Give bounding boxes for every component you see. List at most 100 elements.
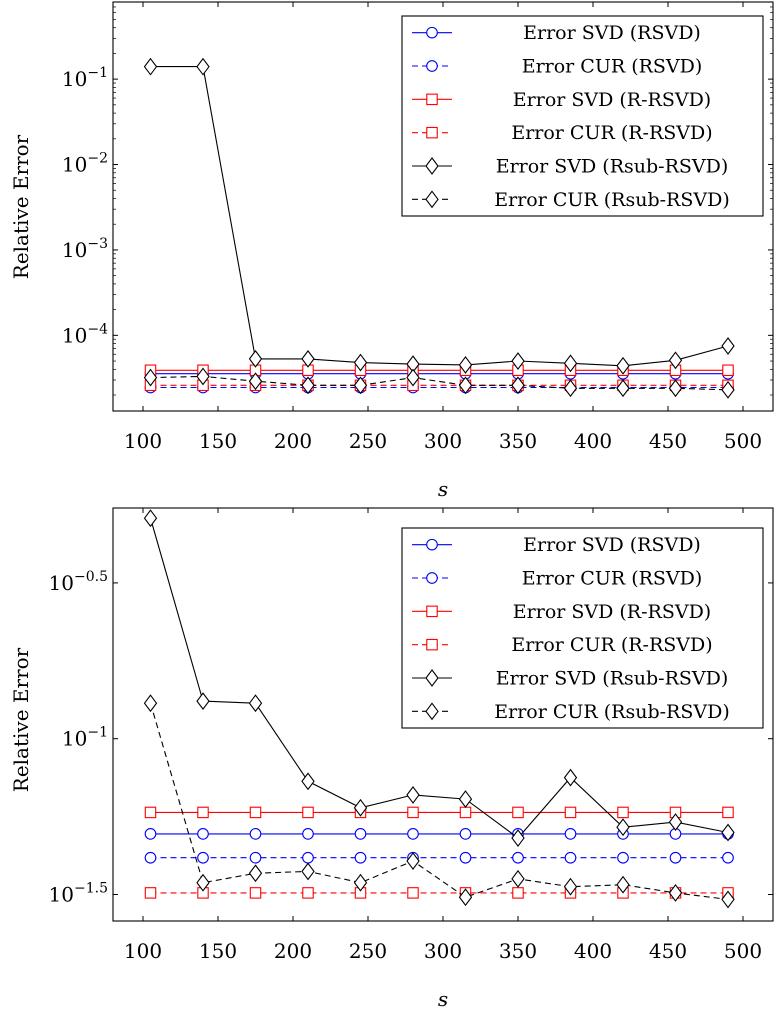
data-point [459,851,472,864]
x-tick-label: 400 [574,939,612,963]
data-point [248,694,263,713]
data-point [563,379,578,398]
x-tick-label: 150 [199,429,237,453]
legend-label: Error SVD (RSVD) [523,22,701,44]
data-point [721,823,735,842]
data-point [406,786,420,804]
series-error-svd-rsub-rsvd [143,57,735,375]
x-tick-label: 250 [349,939,387,963]
legend-marker [425,190,439,209]
data-point [249,851,262,864]
series-line [150,375,729,391]
x-tick-label: 100 [124,939,162,963]
legend-box [401,527,764,729]
legend-item: Error CUR (R-RSVD) [412,122,713,144]
data-point [721,890,735,909]
data-point [144,887,157,899]
legend-label: Error CUR (RSVD) [522,568,703,590]
series-line [149,703,729,900]
x-tick-label: 150 [199,939,237,963]
legend-item: Error CUR (Rsub-RSVD) [412,189,730,211]
y-tick-label: 10−0.5 [49,569,108,595]
x-tick-label: 350 [499,939,537,963]
data-point [721,380,735,399]
series-error-cur-rsvd [144,381,734,394]
data-point [563,768,578,787]
data-point [512,851,524,864]
legend-item: Error SVD (R-RSVD) [412,89,711,111]
legend-label: Error CUR (Rsub-RSVD) [494,701,729,723]
data-point [668,351,683,370]
data-point [249,806,262,819]
data-point [248,372,263,391]
data-point [458,790,473,809]
legend-marker [425,669,439,687]
legend-item: Error CUR (Rsub-RSVD) [412,701,730,723]
data-point [143,368,158,387]
legend-marker [426,26,438,39]
data-point [564,851,577,864]
data-point [196,873,210,892]
series-error-svd-r-rsvd [144,806,734,819]
data-point [301,862,315,881]
series-error-cur-r-rsvd [144,887,734,899]
legend-item: Error SVD (Rsub-RSVD) [412,156,728,178]
data-point [564,828,577,840]
chart-panel-2: 100 150 200 250 300 350 400 450 500 10−1.5 10−1 10−… [9,507,774,1011]
data-point [406,852,420,870]
x-tick-label: 350 [499,429,537,453]
data-point [616,818,630,837]
legend-marker [426,538,438,551]
x-axis-label: s [438,477,448,501]
y-tick-label: 10−4 [62,321,108,347]
data-point [407,828,419,840]
data-point [722,851,734,864]
data-point [406,368,420,387]
y-tick-label: 10−1 [62,725,108,751]
data-point [407,806,419,819]
series-line [149,518,729,839]
x-tick-label: 100 [124,429,162,453]
legend-marker [426,126,438,139]
series-error-svd-rsub-rsvd [143,509,735,847]
y-tick-label: 10−2 [62,151,108,177]
series-error-cur-rsub-rsvd [143,694,735,909]
y-tick-label: 10−1 [62,65,108,91]
legend-item: Error CUR (RSVD) [412,568,702,590]
legend-label: Error SVD (Rsub-RSVD) [496,156,729,178]
legend-item: Error SVD (RSVD) [412,22,701,44]
data-point [249,828,262,840]
data-point [511,376,525,395]
data-point [617,806,629,819]
series-error-cur-rsvd [144,851,734,864]
data-point [512,806,524,819]
legend-marker [426,93,438,106]
data-point [617,851,629,864]
legend-label: Error CUR (R-RSVD) [511,634,712,656]
data-point [563,354,578,373]
data-point [144,851,157,864]
y-axis-label: Relative Error [9,134,33,279]
legend-label: Error CUR (Rsub-RSVD) [494,189,729,211]
data-point [722,806,734,819]
data-point [668,883,683,902]
data-point [458,376,473,395]
legend-label: Error SVD (RSVD) [523,534,701,556]
data-point [407,887,419,899]
data-point [722,364,734,377]
legend-label: Error SVD (R-RSVD) [513,601,711,623]
data-point [459,806,472,819]
legend-box [401,15,764,217]
data-point [511,869,525,888]
x-tick-label: 200 [274,429,312,453]
x-tick-label: 300 [424,429,462,453]
data-point [301,349,315,368]
legend-item: Error SVD (R-RSVD) [412,601,711,623]
legend: Error SVD (RSVD) Error CUR (RSVD) Error SV… [401,15,764,217]
data-point [616,875,630,894]
legend-label: Error SVD (R-RSVD) [513,89,711,111]
data-point [197,851,209,864]
legend-item: Error SVD (Rsub-RSVD) [412,668,728,690]
data-point [353,798,368,817]
